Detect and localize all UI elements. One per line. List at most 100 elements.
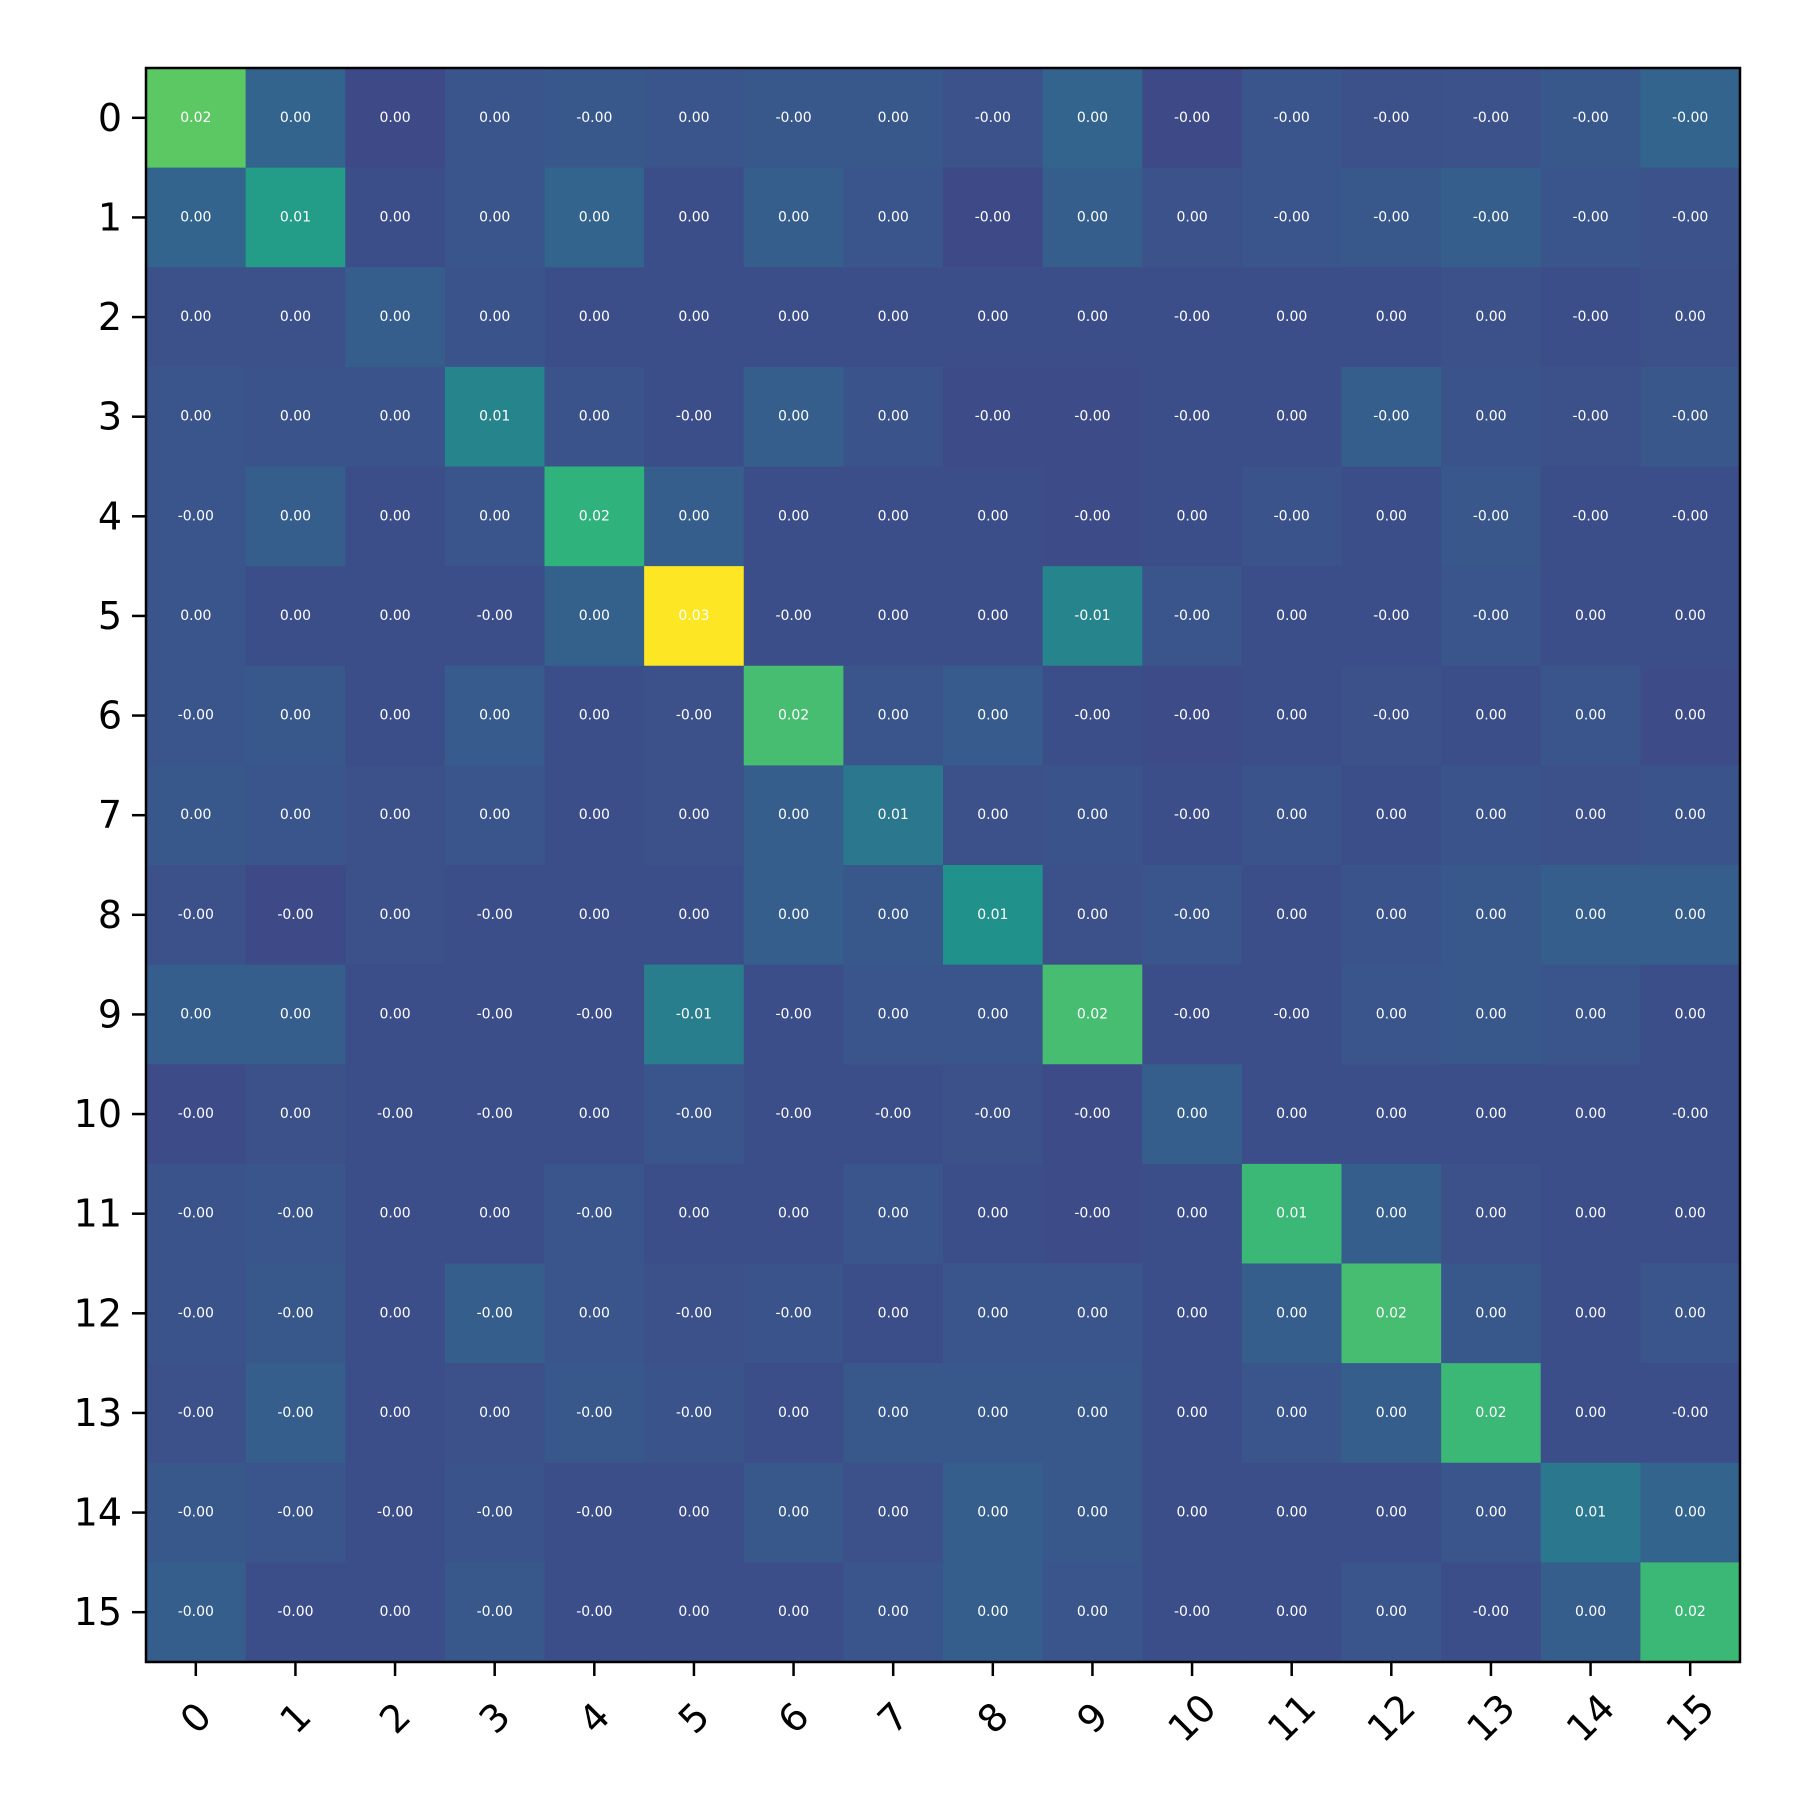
heatmap-cell-r8-c14 [1540,865,1641,966]
cell-label-r9-c7: 0.00 [878,1006,909,1022]
heatmap-cell-r1-c9 [1042,167,1143,268]
cell-label-r6-c12: -0.00 [1373,708,1409,724]
cell-label-r7-c1: 0.00 [280,807,311,823]
heatmap-cell-r4-c1 [245,466,346,567]
heatmap-cell-r2-c9 [1042,267,1143,368]
heatmap-cell-r6-c9 [1042,665,1143,766]
y-tick-label-1: 1 [98,195,122,239]
cell-label-r10-c8: -0.00 [975,1106,1011,1122]
cell-label-r0-c0: 0.02 [180,110,211,126]
cell-label-r3-c3: 0.01 [479,409,510,425]
cell-label-r6-c1: 0.00 [280,708,311,724]
heatmap-cell-r15-c4 [544,1562,645,1663]
cell-label-r12-c7: 0.00 [878,1305,909,1321]
cell-label-r6-c4: 0.00 [579,708,610,724]
heatmap-cell-r4-c13 [1441,466,1542,567]
cell-label-r3-c7: 0.00 [878,409,909,425]
cell-label-r14-c10: 0.00 [1176,1505,1207,1521]
cell-label-r9-c4: -0.00 [576,1006,612,1022]
y-tick-label-10: 10 [74,1092,122,1136]
heatmap-cell-r10-c3 [444,1064,546,1165]
cell-label-r3-c4: 0.00 [579,409,610,425]
cell-label-r5-c4: 0.00 [579,608,610,624]
heatmap-cell-r3-c14 [1540,366,1641,468]
heatmap-cell-r1-c5 [644,167,745,268]
heatmap-cell-r13-c12 [1341,1363,1442,1464]
cell-label-r2-c8: 0.00 [977,309,1008,325]
heatmap-cell-r6-c4 [544,665,645,766]
heatmap-cell-r12-c12 [1341,1263,1442,1364]
cell-label-r5-c8: 0.00 [977,608,1008,624]
heatmap-cell-r13-c9 [1042,1363,1143,1464]
cell-label-r15-c4: -0.00 [576,1604,612,1620]
heatmap-cell-r10-c15 [1640,1064,1741,1165]
heatmap-cell-r7-c10 [1142,765,1243,866]
y-tick-label-7: 7 [98,793,122,837]
cell-label-r12-c4: 0.00 [579,1305,610,1321]
cell-label-r15-c13: -0.00 [1473,1604,1509,1620]
heatmap-cell-r3-c15 [1640,366,1741,468]
heatmap-cell-r9-c12 [1341,964,1442,1065]
heatmap-cell-r5-c10 [1142,566,1243,667]
cell-label-r13-c4: -0.00 [576,1405,612,1421]
heatmap-cell-r14-c8 [943,1462,1044,1563]
heatmap-cell-r8-c13 [1441,865,1542,966]
y-tick-label-0: 0 [98,96,122,140]
heatmap-cell-r2-c2 [345,267,446,368]
heatmap-cell-r13-c0 [146,1363,247,1464]
heatmap-cell-r8-c12 [1341,865,1442,966]
cell-label-r6-c7: 0.00 [878,708,909,724]
cell-label-r11-c14: 0.00 [1575,1206,1606,1222]
cell-label-r8-c14: 0.00 [1575,907,1606,923]
cell-label-r11-c15: 0.00 [1675,1206,1706,1222]
heatmap-cell-r14-c0 [146,1462,247,1563]
heatmap-cell-r4-c8 [943,466,1044,567]
heatmap-cell-r1-c12 [1341,167,1442,268]
cell-label-r3-c14: -0.00 [1572,409,1608,425]
cell-label-r5-c12: -0.00 [1373,608,1409,624]
cell-label-r0-c11: -0.00 [1274,110,1310,126]
cell-label-r11-c12: 0.00 [1376,1206,1407,1222]
heatmap-cell-r0-c15 [1640,68,1741,169]
y-tick-label-4: 4 [98,494,122,538]
heatmap-cell-r15-c10 [1142,1562,1243,1663]
heatmap-cell-r3-c0 [146,366,247,468]
cell-label-r2-c2: 0.00 [379,309,410,325]
heatmap-cell-r11-c2 [345,1163,446,1265]
heatmap-cell-r8-c11 [1241,865,1343,966]
cell-label-r12-c10: 0.00 [1176,1305,1207,1321]
cell-label-r4-c3: 0.00 [479,508,510,524]
heatmap-cell-r15-c3 [444,1562,546,1663]
heatmap-cell-r14-c13 [1441,1462,1542,1563]
heatmap-cell-r1-c13 [1441,167,1542,268]
cell-label-r15-c9: 0.00 [1077,1604,1108,1620]
y-tick-label-3: 3 [98,395,122,439]
heatmap-cell-r9-c4 [544,964,645,1065]
heatmap-cell-r3-c3 [444,366,546,468]
cell-label-r8-c12: 0.00 [1376,907,1407,923]
heatmap-cell-r3-c4 [544,366,645,468]
cell-label-r13-c0: -0.00 [178,1405,214,1421]
heatmap-cell-r0-c9 [1042,68,1143,169]
cell-label-r2-c5: 0.00 [678,309,709,325]
heatmap-cell-r4-c3 [444,466,546,567]
heatmap-cell-r3-c9 [1042,366,1143,468]
heatmap-cell-r0-c6 [743,68,844,169]
heatmap-cell-r4-c7 [843,466,944,567]
cell-label-r5-c0: 0.00 [180,608,211,624]
cell-label-r6-c0: -0.00 [178,708,214,724]
cell-label-r0-c15: -0.00 [1672,110,1708,126]
cell-label-r2-c0: 0.00 [180,309,211,325]
heatmap-cell-r15-c6 [743,1562,844,1663]
cell-label-r8-c6: 0.00 [778,907,809,923]
cell-label-r3-c0: 0.00 [180,409,211,425]
cell-label-r0-c8: -0.00 [975,110,1011,126]
cell-label-r3-c11: 0.00 [1276,409,1307,425]
cell-label-r8-c11: 0.00 [1276,907,1307,923]
cell-label-r14-c2: -0.00 [377,1505,413,1521]
heatmap-cell-r13-c14 [1540,1363,1641,1464]
heatmap-cell-r9-c5 [644,964,745,1065]
cell-label-r11-c11: 0.01 [1276,1206,1307,1222]
heatmap-cell-r7-c9 [1042,765,1143,866]
heatmap-cell-r15-c13 [1441,1562,1542,1663]
